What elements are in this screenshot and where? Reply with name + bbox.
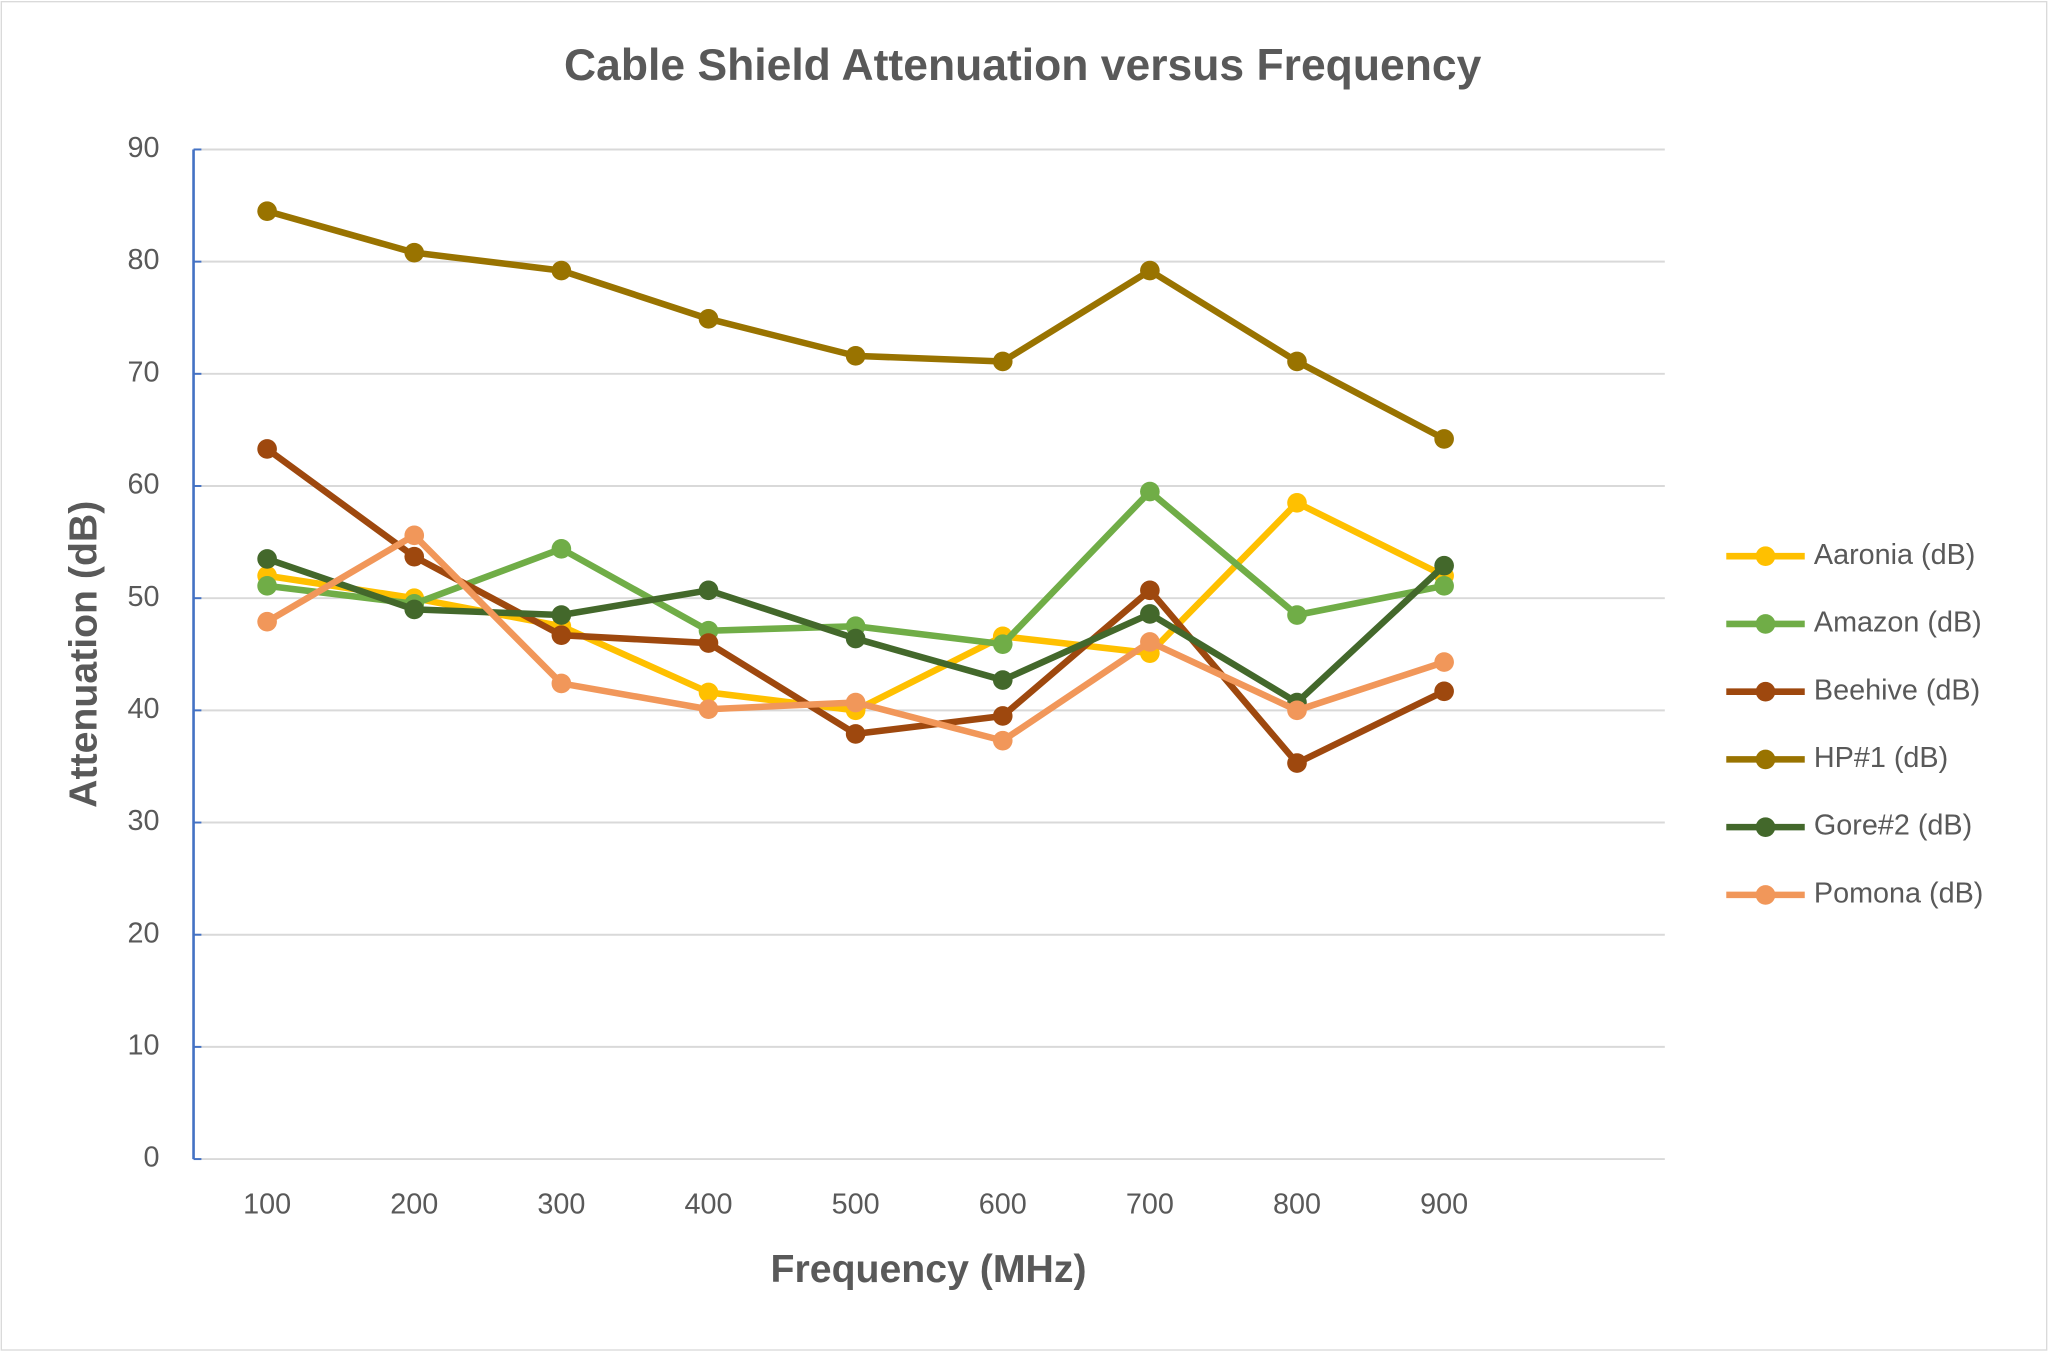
chart-title: Cable Shield Attenuation versus Frequenc… bbox=[564, 41, 1482, 90]
data-point bbox=[257, 549, 277, 569]
data-point bbox=[257, 439, 277, 459]
data-point bbox=[845, 346, 866, 366]
data-point bbox=[1434, 576, 1454, 596]
data-point bbox=[845, 628, 866, 649]
data-point bbox=[551, 605, 572, 625]
x-axis-title: Frequency (MHz) bbox=[771, 1247, 1087, 1291]
data-point bbox=[1434, 555, 1454, 576]
data-point bbox=[1140, 260, 1160, 281]
x-tick-label: 100 bbox=[243, 1189, 291, 1221]
data-point bbox=[1287, 605, 1307, 625]
legend-marker bbox=[1755, 614, 1776, 634]
y-tick-label: 20 bbox=[128, 917, 160, 949]
x-tick-label: 300 bbox=[537, 1189, 585, 1221]
legend-marker bbox=[1755, 749, 1776, 770]
data-point bbox=[1140, 580, 1160, 601]
legend-marker bbox=[1755, 885, 1776, 905]
data-point bbox=[845, 692, 866, 713]
data-point bbox=[1434, 429, 1454, 449]
legend-marker bbox=[1755, 681, 1776, 702]
data-point bbox=[1287, 753, 1307, 773]
legend-label: Pomona (dB) bbox=[1814, 877, 1983, 909]
data-point bbox=[1140, 604, 1160, 624]
data-point bbox=[551, 260, 572, 281]
data-point bbox=[1140, 632, 1160, 652]
legend-label: Gore#2 (dB) bbox=[1814, 810, 1972, 842]
data-point bbox=[404, 525, 425, 546]
legend-marker bbox=[1755, 817, 1776, 837]
data-point bbox=[698, 309, 719, 329]
data-point bbox=[404, 599, 425, 620]
y-tick-label: 90 bbox=[128, 132, 160, 164]
data-point bbox=[257, 611, 277, 632]
data-point bbox=[698, 633, 719, 653]
data-point bbox=[404, 242, 425, 263]
data-point bbox=[698, 682, 719, 703]
data-point bbox=[992, 730, 1013, 751]
data-point bbox=[551, 625, 572, 646]
x-tick-label: 400 bbox=[684, 1189, 732, 1221]
y-tick-label: 0 bbox=[144, 1142, 160, 1174]
data-point bbox=[845, 724, 866, 744]
y-tick-label: 60 bbox=[128, 469, 160, 501]
data-point bbox=[992, 670, 1013, 690]
data-point bbox=[551, 673, 572, 694]
legend-label: Aaronia (dB) bbox=[1814, 539, 1975, 571]
y-tick-label: 70 bbox=[128, 356, 160, 388]
y-tick-label: 10 bbox=[128, 1029, 160, 1061]
data-point bbox=[257, 201, 277, 221]
legend-label: Beehive (dB) bbox=[1814, 674, 1980, 706]
data-point bbox=[992, 351, 1013, 372]
x-tick-label: 900 bbox=[1420, 1189, 1468, 1221]
y-tick-label: 50 bbox=[128, 581, 160, 613]
data-point bbox=[698, 580, 719, 601]
data-point bbox=[992, 706, 1013, 726]
legend-label: Amazon (dB) bbox=[1814, 607, 1982, 639]
y-tick-label: 30 bbox=[128, 805, 160, 837]
data-point bbox=[1287, 493, 1307, 513]
data-point bbox=[992, 634, 1013, 654]
data-point bbox=[1287, 351, 1307, 372]
y-axis-title: Attenuation (dB) bbox=[62, 501, 106, 808]
x-tick-label: 500 bbox=[832, 1189, 880, 1221]
x-tick-label: 200 bbox=[390, 1189, 438, 1221]
legend-label: HP#1 (dB) bbox=[1814, 742, 1948, 774]
legend-marker bbox=[1755, 546, 1776, 566]
data-point bbox=[404, 546, 425, 567]
data-point bbox=[257, 576, 277, 596]
data-point bbox=[1434, 652, 1454, 672]
data-point bbox=[1140, 481, 1160, 502]
x-tick-label: 800 bbox=[1273, 1189, 1321, 1221]
data-point bbox=[1434, 681, 1454, 702]
y-tick-label: 80 bbox=[128, 244, 160, 276]
data-point bbox=[698, 699, 719, 720]
y-tick-label: 40 bbox=[128, 693, 160, 725]
x-tick-label: 700 bbox=[1126, 1189, 1174, 1221]
data-point bbox=[551, 539, 572, 559]
x-tick-label: 600 bbox=[979, 1189, 1027, 1221]
data-point bbox=[1287, 700, 1307, 721]
